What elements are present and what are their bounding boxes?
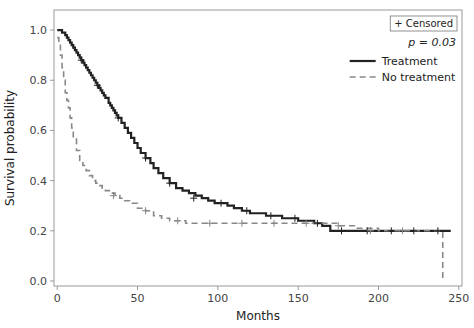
axes: 0 50 100 150 200 250 0.0 0.2 0.4 0.6 0.8 1.0 (30, 24, 470, 305)
censored-mark (410, 227, 417, 234)
plot-frame (54, 10, 462, 286)
censored-mark (238, 220, 245, 227)
censored-mark (291, 215, 298, 222)
censored-mark (303, 220, 310, 227)
censored-mark (388, 227, 395, 234)
legend: Treatment No treatment (350, 55, 456, 84)
y-tick (50, 80, 54, 81)
censored-mark (78, 57, 85, 64)
annotation: p = 0.03 (407, 36, 456, 49)
legend-swatch (350, 60, 376, 62)
censored-mark (243, 207, 250, 214)
y-tick-label: 0.6 (30, 124, 48, 137)
chart: 0 50 100 150 200 250 0.0 0.2 0.4 0.6 0.8 1.0 Months S… (0, 0, 474, 328)
x-tick-label: 0 (54, 292, 61, 305)
y-tick (50, 130, 54, 131)
annotations: + Censored p = 0.03 (390, 16, 457, 49)
censored-mark (271, 220, 278, 227)
x-tick-label: 250 (448, 292, 469, 305)
censored-mark (166, 180, 173, 187)
x-tick-label: 50 (131, 292, 145, 305)
x-tick (458, 286, 459, 290)
x-tick (217, 286, 218, 290)
y-tick-label: 0.4 (30, 175, 48, 188)
legend-label: Treatment (381, 55, 439, 68)
y-tick-label: 0.0 (30, 275, 48, 288)
censored-mark (174, 217, 181, 224)
censored-mark (110, 192, 117, 199)
x-tick (57, 286, 58, 290)
annotation-box (390, 16, 457, 31)
y-tick (50, 280, 54, 281)
x-tick (137, 286, 138, 290)
survival-curve (57, 30, 451, 231)
censored-mark (434, 227, 441, 234)
x-tick-label: 100 (207, 292, 228, 305)
x-tick (298, 286, 299, 290)
x-tick (378, 286, 379, 290)
censored-mark (338, 227, 345, 234)
marks (57, 30, 451, 281)
annotation: + Censored (394, 18, 453, 29)
censored-mark (206, 220, 213, 227)
y-tick-label: 0.2 (30, 225, 48, 238)
legend-label: No treatment (382, 71, 456, 84)
censored-mark (218, 200, 225, 207)
censored-mark (314, 220, 321, 227)
y-tick (50, 180, 54, 181)
censored-mark (267, 212, 274, 219)
censored-mark (94, 82, 101, 89)
legend-swatch (350, 76, 376, 78)
y-tick-label: 1.0 (30, 24, 48, 37)
y-tick (50, 30, 54, 31)
censored-mark (142, 207, 149, 214)
y-axis-label: Survival probability (3, 90, 17, 206)
x-tick-label: 200 (368, 292, 389, 305)
censored-mark (399, 227, 406, 234)
y-tick-label: 0.8 (30, 74, 48, 87)
censored-mark (367, 227, 374, 234)
censored-mark (142, 155, 149, 162)
censored-mark (335, 222, 342, 229)
censored-mark (115, 114, 122, 121)
y-tick (50, 230, 54, 231)
x-tick-label: 150 (288, 292, 309, 305)
censored-mark (190, 195, 197, 202)
x-axis-label: Months (236, 309, 280, 323)
